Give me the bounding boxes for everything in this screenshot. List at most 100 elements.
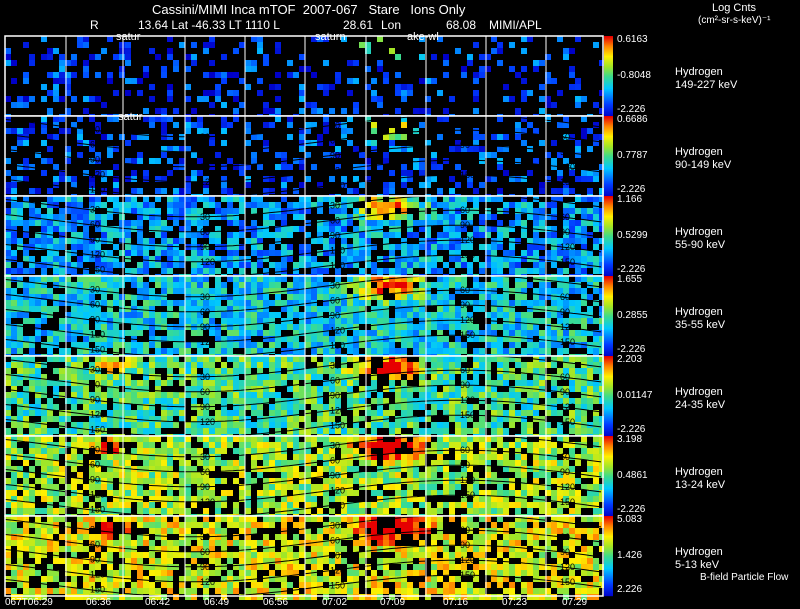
heatmap-cell (353, 318, 359, 324)
heatmap-cell (173, 188, 179, 194)
heatmap-cell (287, 442, 293, 448)
heatmap-cell (527, 368, 533, 374)
heatmap-cell (545, 448, 551, 454)
colorbar-step (604, 236, 613, 238)
heatmap-cell (167, 238, 173, 244)
heatmap-cell (5, 288, 11, 294)
heatmap-cell (17, 454, 23, 460)
heatmap-cell (71, 262, 77, 268)
heatmap-cell (203, 90, 209, 96)
heatmap-cell (455, 256, 461, 262)
heatmap-cell (329, 410, 335, 416)
heatmap-cell (83, 398, 89, 404)
heatmap-cell (581, 250, 587, 256)
heatmap-cell (449, 244, 455, 250)
heatmap-cell (551, 232, 557, 238)
heatmap-cell (515, 108, 521, 114)
heatmap-cell (137, 188, 143, 194)
heatmap-cell (419, 164, 425, 170)
heatmap-cell (299, 54, 305, 60)
colorbar-step (604, 232, 613, 234)
heatmap-cell (35, 386, 41, 392)
heatmap-cell (209, 232, 215, 238)
heatmap-cell (395, 330, 401, 336)
heatmap-cell (443, 244, 449, 250)
heatmap-cell (347, 442, 353, 448)
heatmap-cell (353, 410, 359, 416)
heatmap-cell (461, 368, 467, 374)
heatmap-cell (395, 90, 401, 96)
heatmap-cell (395, 84, 401, 90)
heatmap-cell (83, 60, 89, 66)
heatmap-cell (347, 324, 353, 330)
heatmap-cell (23, 78, 29, 84)
heatmap-cell (491, 428, 497, 434)
colorbar-step (604, 127, 613, 129)
heatmap-cell (263, 60, 269, 66)
heatmap-cell (407, 362, 413, 368)
heatmap-cell (233, 294, 239, 300)
colorbar-step (604, 410, 613, 412)
heatmap-cell (491, 436, 497, 442)
heatmap-cell (251, 330, 257, 336)
heatmap-cell (23, 96, 29, 102)
heatmap-cell (569, 342, 575, 348)
heatmap-cell (575, 374, 581, 380)
heatmap-cell (125, 398, 131, 404)
heatmap-cell (305, 232, 311, 238)
heatmap-cell (365, 288, 371, 294)
heatmap-cell (455, 436, 461, 442)
heatmap-cell (179, 188, 185, 194)
heatmap-cell (575, 454, 581, 460)
heatmap-cell (515, 256, 521, 262)
heatmap-cell (491, 196, 497, 202)
heatmap-cell (473, 256, 479, 262)
heatmap-cell (119, 312, 125, 318)
heatmap-cell (503, 134, 509, 140)
heatmap-cell (281, 226, 287, 232)
heatmap-cell (29, 368, 35, 374)
heatmap-cell (113, 300, 119, 306)
colorbar-step (604, 333, 613, 335)
colorbar-step (604, 75, 613, 77)
heatmap-cell (569, 448, 575, 454)
heatmap-cell (359, 250, 365, 256)
heatmap-cell (5, 170, 11, 176)
heatmap-cell (185, 318, 191, 324)
heatmap-cell (155, 342, 161, 348)
heatmap-cell (227, 238, 233, 244)
heatmap-cell (305, 392, 311, 398)
heatmap-cell (185, 122, 191, 128)
heatmap-cell (533, 244, 539, 250)
heatmap-cell (371, 276, 377, 282)
heatmap-cell (437, 428, 443, 434)
colorbar-step (604, 277, 613, 279)
heatmap-cell (551, 454, 557, 460)
colorbar-step (604, 93, 613, 95)
heatmap-cell (365, 300, 371, 306)
heatmap-cell (365, 442, 371, 448)
heatmap-cell (419, 226, 425, 232)
heatmap-cell (5, 342, 11, 348)
heatmap-cell (311, 342, 317, 348)
heatmap-cell (131, 380, 137, 386)
heatmap-cell (587, 348, 593, 354)
heatmap-cell (521, 398, 527, 404)
heatmap-cell (89, 398, 95, 404)
heatmap-cell (521, 454, 527, 460)
heatmap-cell (137, 276, 143, 282)
heatmap-cell (161, 66, 167, 72)
heatmap-cell (59, 170, 65, 176)
colorbar-step (604, 43, 613, 45)
heatmap-cell (107, 262, 113, 268)
heatmap-cell (29, 96, 35, 102)
colorbar-step (604, 69, 613, 71)
heatmap-cell (497, 196, 503, 202)
heatmap-cell (83, 324, 89, 330)
heatmap-cell (317, 84, 323, 90)
heatmap-cell (389, 404, 395, 410)
heatmap-cell (371, 398, 377, 404)
contour-line (4, 209, 602, 233)
heatmap-cell (221, 54, 227, 60)
heatmap-cell (275, 336, 281, 342)
